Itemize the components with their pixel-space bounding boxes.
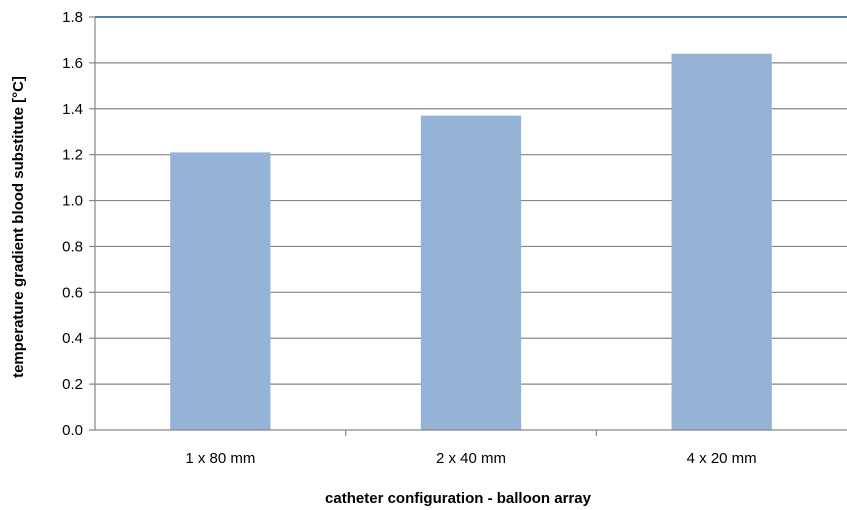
y-tick-label: 0.6 [62, 284, 83, 301]
y-tick-label: 0.8 [62, 238, 83, 255]
bar-2 [420, 115, 522, 431]
y-tick-label: 0.2 [62, 376, 83, 393]
x-tick-label: 4 x 20 mm [687, 450, 757, 467]
y-tick-label: 1.0 [62, 193, 83, 210]
y-axis-title: temperature gradient blood substitute [°… [10, 76, 27, 378]
y-tick-label: 0.0 [62, 422, 83, 439]
axes [89, 16, 847, 436]
x-tick-label: 2 x 40 mm [436, 450, 506, 467]
y-tick-label: 1.6 [62, 55, 83, 72]
bars [170, 53, 772, 431]
y-tick-label: 1.8 [62, 9, 83, 26]
x-tick-label: 1 x 80 mm [185, 450, 255, 467]
y-tick-label: 1.2 [62, 147, 83, 164]
x-axis-title: catheter configuration - balloon array [325, 490, 592, 507]
y-tick-label: 0.4 [62, 330, 83, 347]
x-tick-labels: 1 x 80 mm 2 x 40 mm 4 x 20 mm [185, 450, 756, 467]
bar-3 [671, 53, 772, 430]
y-tick-labels: 0.0 0.2 0.4 0.6 0.8 1.0 1.2 1.4 1.6 1.8 [62, 9, 83, 439]
y-tick-label: 1.4 [62, 101, 83, 118]
bar-1 [170, 152, 271, 430]
